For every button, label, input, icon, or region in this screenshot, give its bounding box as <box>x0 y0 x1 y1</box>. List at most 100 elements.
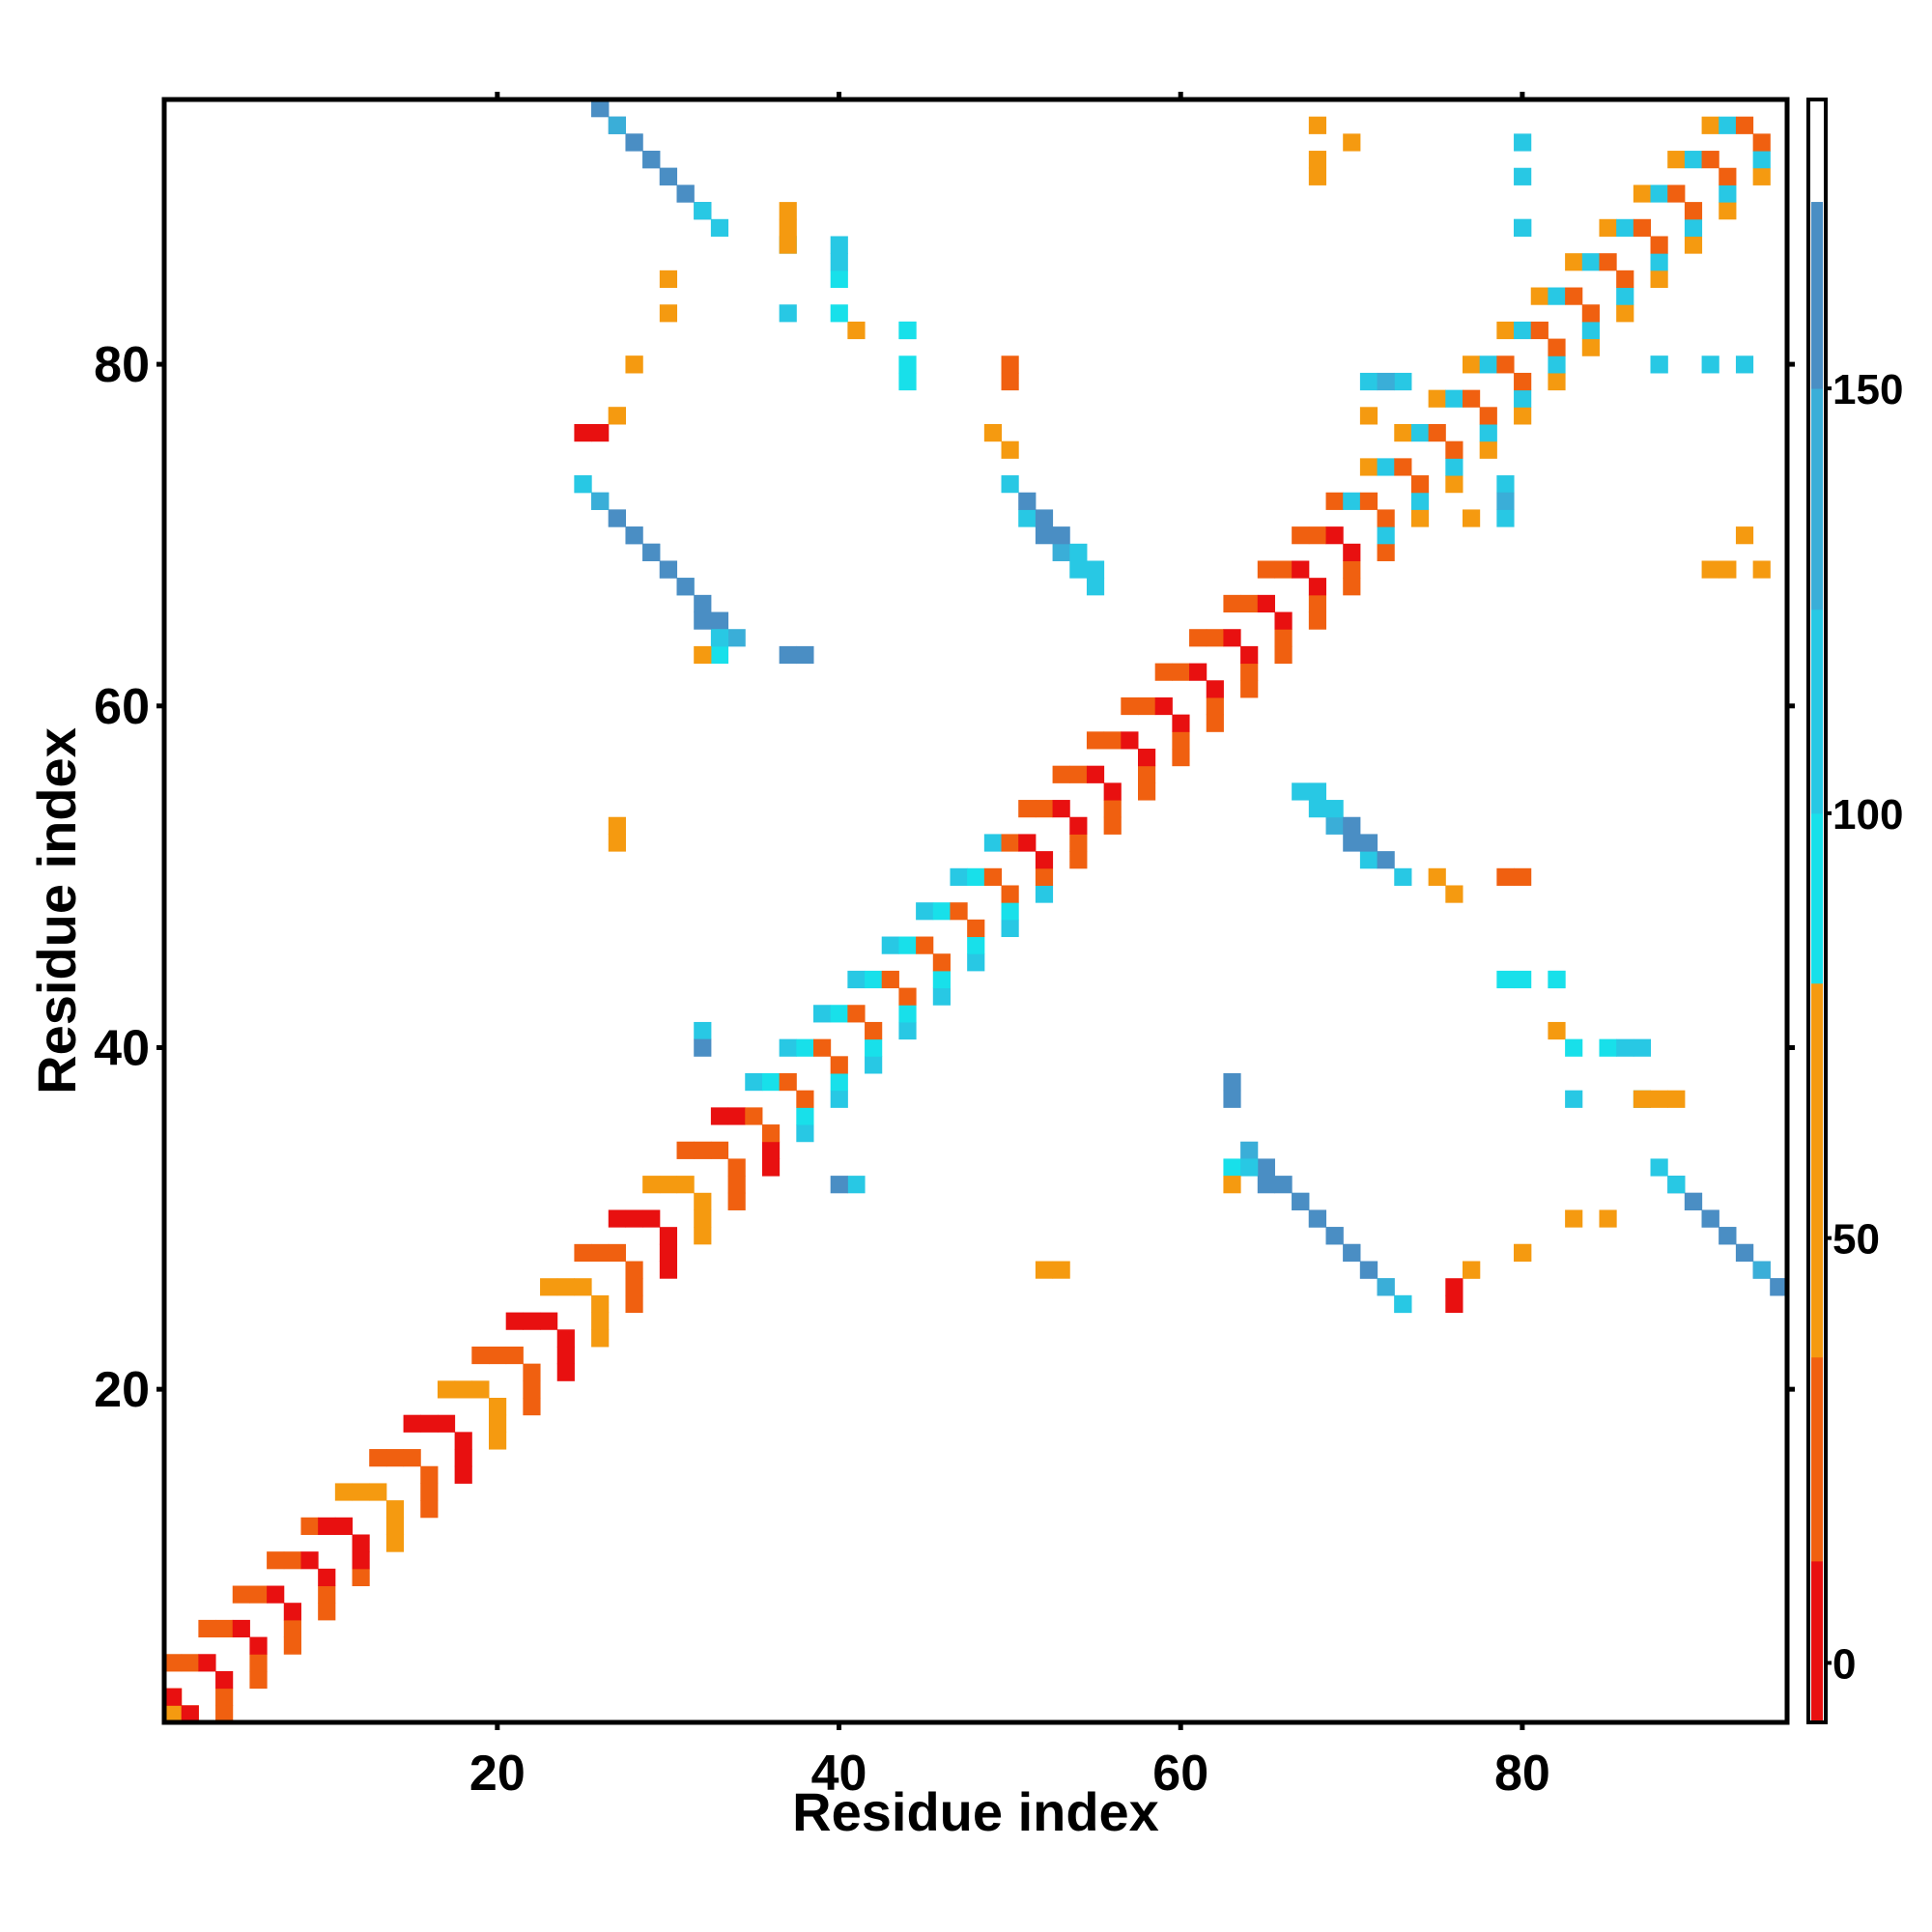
heatmap-cell <box>642 1176 661 1194</box>
heatmap-cell <box>454 1449 472 1467</box>
heatmap-cell <box>1701 560 1719 579</box>
heatmap-cell <box>1308 611 1327 630</box>
heatmap-cell <box>334 1517 354 1535</box>
heatmap-cell <box>369 1449 387 1467</box>
heatmap-cell <box>745 1107 763 1125</box>
heatmap-cell <box>898 321 917 340</box>
heatmap-cell <box>847 1176 866 1194</box>
heatmap-cell <box>625 526 643 545</box>
heatmap-cell <box>779 1038 797 1057</box>
heatmap-cell <box>898 372 917 391</box>
heatmap-cell <box>1599 218 1617 237</box>
heatmap-cell <box>1189 663 1208 681</box>
heatmap-cell <box>1018 834 1037 852</box>
heatmap-cell <box>249 1670 268 1690</box>
heatmap-cell <box>1086 731 1105 750</box>
colorbar-segment <box>1811 1560 1823 1723</box>
heatmap-cell <box>847 321 866 340</box>
heatmap-cell <box>1410 424 1430 442</box>
heatmap-cell <box>215 1670 234 1690</box>
heatmap-cell <box>1650 1090 1668 1108</box>
heatmap-cell <box>574 1243 592 1263</box>
x-tick-label: 20 <box>469 1746 526 1802</box>
heatmap-cell <box>1257 594 1275 613</box>
heatmap-cell <box>932 953 951 972</box>
heatmap-cell <box>694 1227 712 1245</box>
heatmap-cell <box>727 1192 746 1210</box>
heatmap-cell <box>369 1483 387 1501</box>
heatmap-cell <box>232 1619 250 1638</box>
heatmap-cell <box>215 1705 234 1723</box>
heatmap-cell <box>1377 372 1395 391</box>
heatmap-cell <box>489 1398 507 1416</box>
heatmap-cell <box>1565 253 1583 271</box>
heatmap-cell <box>1377 458 1395 476</box>
heatmap-cell <box>1496 355 1515 374</box>
heatmap-cell <box>1599 1209 1617 1228</box>
heatmap-cell <box>1548 338 1566 356</box>
heatmap-cell <box>1069 851 1088 869</box>
heatmap-cell <box>1240 645 1259 665</box>
heatmap-cell <box>1138 782 1156 801</box>
heatmap-cell <box>676 578 695 596</box>
heatmap-cell <box>779 645 797 665</box>
heatmap-cell <box>1308 1209 1327 1228</box>
heatmap-cell <box>1223 594 1241 613</box>
heatmap-cell <box>385 1517 405 1535</box>
colorbar-ticks: 0 50 100 150 <box>1825 366 1903 1688</box>
heatmap-cell <box>1479 355 1497 374</box>
heatmap-cell <box>1735 526 1754 545</box>
heatmap-cell <box>1172 714 1190 732</box>
heatmap-cell <box>1684 151 1703 169</box>
heatmap-cell <box>1377 1278 1395 1296</box>
heatmap-cell <box>1565 1038 1583 1057</box>
heatmap-cell <box>625 1294 643 1314</box>
heatmap-cell <box>1394 372 1412 391</box>
heatmap-cell <box>1445 885 1463 903</box>
heatmap-cell <box>694 594 712 613</box>
heatmap-cell <box>1377 526 1395 545</box>
heatmap-cell <box>1343 816 1361 835</box>
heatmap-cell <box>420 1465 439 1484</box>
heatmap-cell <box>1581 253 1600 271</box>
heatmap-cell <box>420 1414 439 1433</box>
heatmap-cell <box>710 611 729 630</box>
heatmap-cell <box>1274 560 1293 579</box>
heatmap-cell <box>625 1261 643 1279</box>
y-tick-label: 40 <box>94 1020 150 1076</box>
heatmap-cell <box>1001 885 1019 903</box>
heatmap-cell <box>1001 355 1019 374</box>
heatmap-cell <box>1463 509 1481 527</box>
heatmap-cell <box>1223 1158 1241 1177</box>
heatmap-cell <box>1274 629 1293 647</box>
heatmap-cell <box>1701 116 1719 134</box>
heatmap-cell <box>1633 218 1652 237</box>
heatmap-cell <box>1616 287 1634 305</box>
heatmap-cell <box>830 236 848 254</box>
heatmap-cell <box>1103 782 1122 801</box>
heatmap-cell <box>1069 816 1088 835</box>
heatmap-cell <box>1001 475 1019 494</box>
heatmap-cell <box>1410 475 1430 494</box>
heatmap-cell <box>1257 1158 1275 1177</box>
heatmap-cell <box>967 953 985 972</box>
heatmap-cell <box>334 1483 354 1501</box>
heatmap-cell <box>761 1158 781 1177</box>
heatmap-cell <box>505 1312 524 1330</box>
heatmap-cell <box>1308 526 1327 545</box>
heatmap-cell <box>454 1465 472 1484</box>
heatmap-cell <box>1445 1294 1463 1314</box>
heatmap-cell <box>1428 389 1446 408</box>
heatmap-cell <box>1479 440 1497 459</box>
heatmap-cell <box>1359 1261 1378 1279</box>
heatmap-cell <box>1496 492 1515 510</box>
heatmap-cell <box>1719 185 1737 203</box>
heatmap-cell <box>1138 749 1156 767</box>
heatmap-cell <box>1308 151 1327 169</box>
heatmap-cell <box>898 987 917 1006</box>
heatmap-cell <box>1001 372 1019 391</box>
heatmap-cell <box>1752 133 1771 152</box>
heatmap-cell <box>1223 1090 1241 1108</box>
heatmap-cell <box>608 1243 626 1263</box>
